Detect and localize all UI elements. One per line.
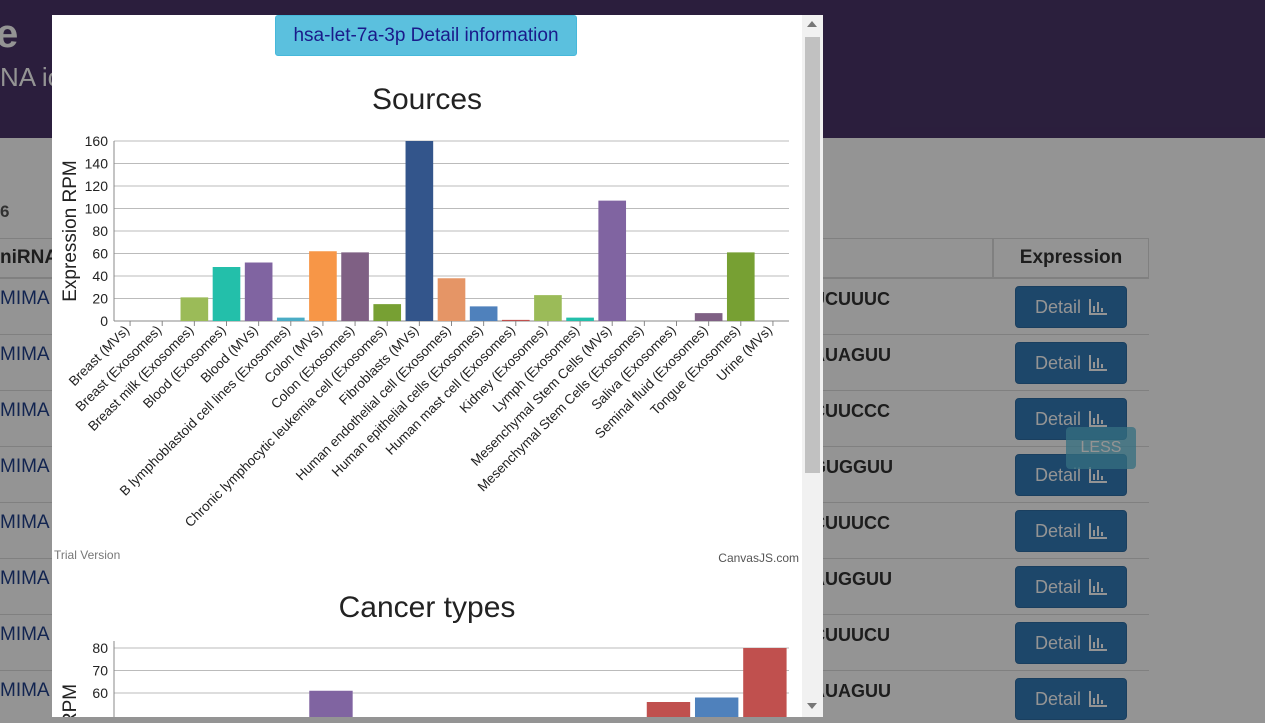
result-count: 6 xyxy=(0,202,10,221)
modal-title-button[interactable]: hsa-let-7a-3p Detail information xyxy=(275,15,577,56)
y-axis-title: RPM xyxy=(60,684,81,717)
bar xyxy=(501,319,530,321)
canvasjs-credit-link: CanvasJS.com xyxy=(718,551,799,565)
y-tick-label: 140 xyxy=(85,156,109,172)
bar-chart-icon xyxy=(1089,691,1108,707)
mirna-id-link[interactable]: MIMA xyxy=(0,456,50,477)
detail-button-label: Detail xyxy=(1034,296,1082,317)
bar-chart-icon xyxy=(1089,523,1108,539)
bar xyxy=(309,251,337,321)
detail-button[interactable]: Detail xyxy=(1015,622,1127,664)
scroll-thumb[interactable] xyxy=(805,37,820,473)
y-tick-label: 80 xyxy=(92,640,108,656)
mirna-id-link[interactable]: MIMA xyxy=(0,568,50,589)
bar xyxy=(743,648,787,717)
trial-version-text: Trial Version xyxy=(54,548,120,562)
y-tick-label: 80 xyxy=(92,223,108,239)
bar-chart-icon xyxy=(1089,635,1108,651)
detail-button-label: Detail xyxy=(1034,408,1082,429)
detail-button-label: Detail xyxy=(1034,632,1082,653)
bar-chart-icon xyxy=(1089,467,1108,483)
bar xyxy=(469,306,498,321)
bar xyxy=(244,262,273,321)
detail-button-label: Detail xyxy=(1034,352,1082,373)
sources-chart-title: Sources xyxy=(372,83,482,116)
y-tick-label: 120 xyxy=(85,178,109,194)
bar xyxy=(309,690,353,717)
detail-button[interactable]: Detail xyxy=(1015,510,1127,552)
bar-chart-icon xyxy=(1089,411,1108,427)
y-tick-label: 20 xyxy=(92,291,108,307)
detail-button-label: Detail xyxy=(1034,576,1082,597)
sequence-cell: AUGGUU xyxy=(812,569,892,589)
y-axis-title: Expression RPM xyxy=(60,160,81,302)
bar xyxy=(694,697,739,717)
bar xyxy=(726,252,755,321)
detail-button-label: Detail xyxy=(1034,688,1082,709)
sequence-cell: GUGGUU xyxy=(812,457,893,477)
mirna-id-link[interactable]: MIMA xyxy=(0,624,50,645)
col-expression-label: Expression xyxy=(1019,247,1123,268)
bar xyxy=(405,141,434,321)
modal-content: hsa-let-7a-3p Detail information Sources… xyxy=(52,15,802,717)
less-button[interactable]: LESS xyxy=(1066,427,1136,469)
detail-button[interactable]: Detail xyxy=(1015,286,1127,328)
scroll-down-icon[interactable] xyxy=(807,703,817,709)
bar-chart-icon xyxy=(1089,355,1108,371)
bar xyxy=(180,297,209,321)
sequence-cell: CUUCCC xyxy=(812,401,890,421)
bar-chart-icon xyxy=(1089,579,1108,595)
detail-button-label: Detail xyxy=(1034,464,1082,485)
detail-button[interactable]: Detail xyxy=(1015,678,1127,720)
bar xyxy=(276,317,305,321)
detail-button[interactable]: Detail xyxy=(1015,566,1127,608)
bar xyxy=(534,295,562,321)
mirna-id-link[interactable]: MIMA xyxy=(0,288,50,309)
y-tick-label: 40 xyxy=(92,268,108,284)
bar xyxy=(694,313,723,321)
y-tick-label: 100 xyxy=(85,201,109,217)
bar xyxy=(212,267,241,321)
bar xyxy=(341,252,369,321)
mirna-id-link[interactable]: MIMA xyxy=(0,680,50,701)
modal-scrollbar[interactable] xyxy=(802,15,823,717)
page-title: e xyxy=(0,12,19,56)
mirna-id-link[interactable]: MIMA xyxy=(0,400,50,421)
sequence-cell: UCUUUC xyxy=(812,289,890,309)
detail-button-label: Detail xyxy=(1034,520,1082,541)
scroll-up-icon[interactable] xyxy=(807,21,817,27)
mirna-id-link[interactable]: MIMA xyxy=(0,344,50,365)
sequence-cell: AUAGUU xyxy=(812,681,891,701)
y-tick-label: 0 xyxy=(100,313,108,329)
y-tick-label: 60 xyxy=(92,685,108,701)
sequence-cell: AUAGUU xyxy=(812,345,891,365)
bar xyxy=(646,702,691,717)
bar-chart-icon xyxy=(1089,299,1108,315)
bar xyxy=(373,304,402,321)
cancer-types-chart-title: Cancer types xyxy=(339,591,516,624)
col-mirna-label: niRNA xyxy=(0,247,59,268)
col-expression-header: Expression xyxy=(993,238,1149,278)
y-tick-label: 160 xyxy=(85,133,109,149)
sequence-cell: CUUUCU xyxy=(812,625,890,645)
detail-modal: hsa-let-7a-3p Detail information Sources… xyxy=(52,15,823,717)
bar xyxy=(598,200,627,321)
bar xyxy=(566,317,594,321)
sequence-cell: CUUUCC xyxy=(812,513,890,533)
y-tick-label: 60 xyxy=(92,246,108,262)
mirna-id-link[interactable]: MIMA xyxy=(0,512,50,533)
y-tick-label: 70 xyxy=(92,663,108,679)
detail-button[interactable]: Detail xyxy=(1015,342,1127,384)
bar xyxy=(437,278,466,321)
page-subtitle: NA ic xyxy=(0,62,61,92)
